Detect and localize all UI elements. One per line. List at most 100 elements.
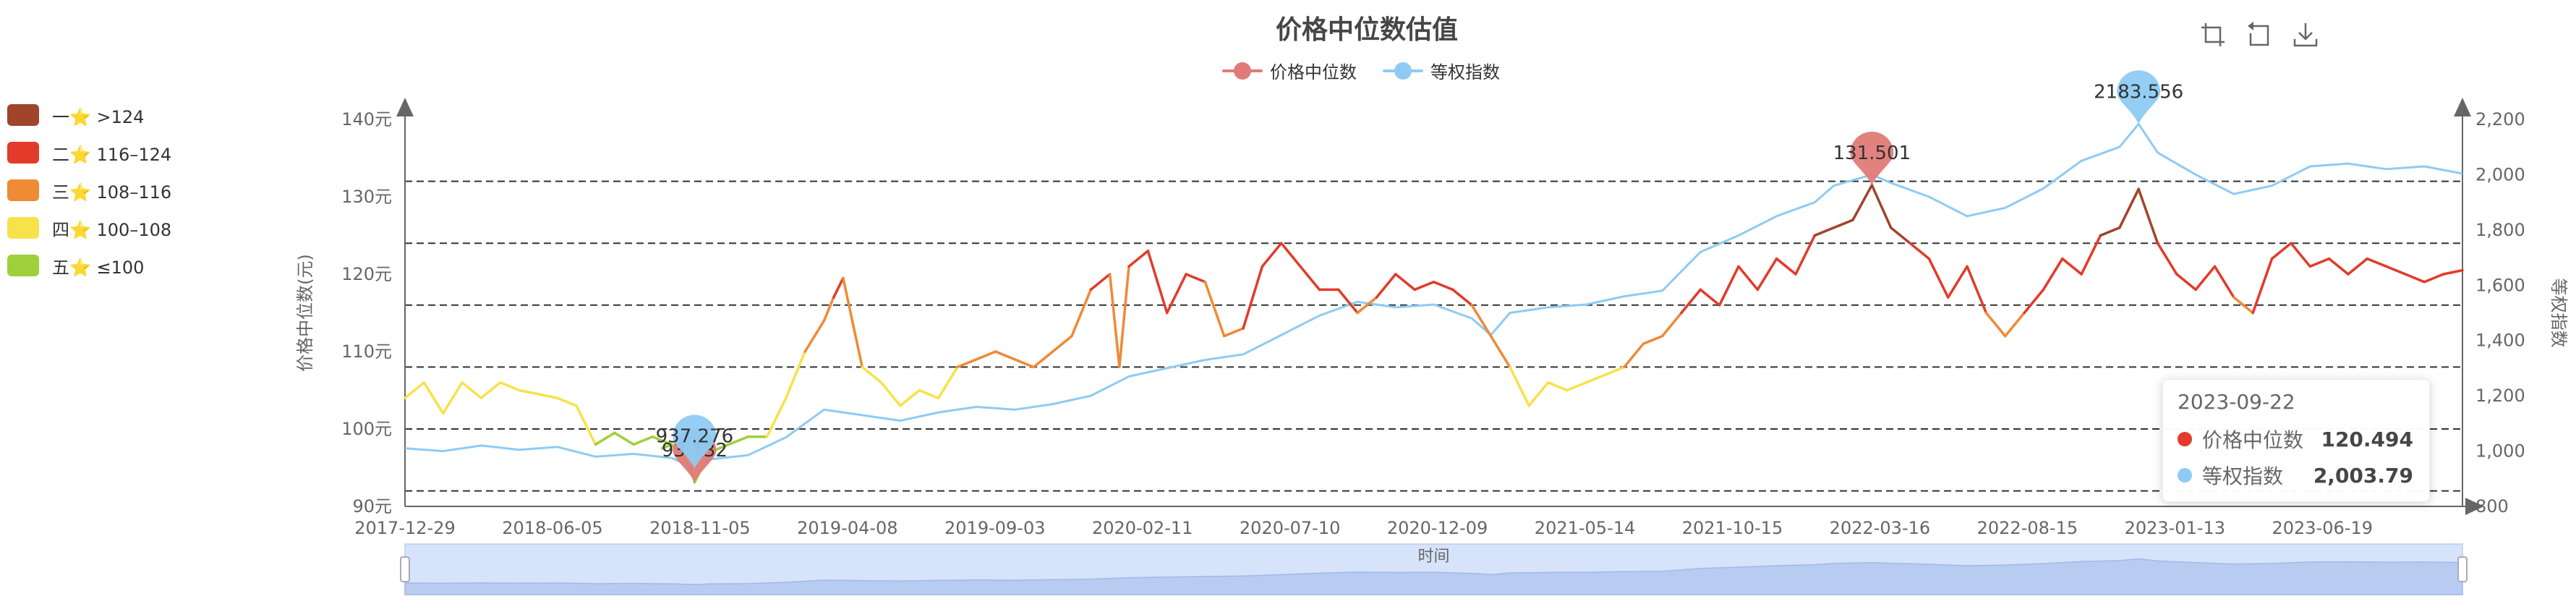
series-segment-price-median — [1566, 381, 1587, 392]
series-segment-price-median — [1356, 296, 1378, 315]
tooltip-series-name: 价格中位数 — [2202, 428, 2304, 452]
series-segment-price-median — [2404, 273, 2426, 284]
x-tick-label: 2022-08-15 — [1977, 518, 2078, 538]
y-tick-label: 90元 — [352, 496, 392, 517]
series-segment-price-median — [2099, 226, 2121, 237]
series-segment-price-median — [1527, 381, 1550, 407]
series-segment-price-median — [728, 435, 749, 446]
series-segment-price-median — [1660, 311, 1683, 338]
series-segment-price-median — [2232, 296, 2254, 315]
series-segment-price-median — [2213, 265, 2235, 299]
series-segment-price-median — [1775, 257, 1797, 276]
series-segment-price-median — [1051, 334, 1073, 353]
series-segment-price-median — [2137, 187, 2159, 245]
series-segment-price-median — [1375, 273, 1397, 299]
series-segment-price-median — [2423, 273, 2445, 284]
tooltip-date: 2023-09-22 — [2178, 390, 2295, 414]
zoom-select-icon[interactable] — [2198, 20, 2227, 49]
series-segment-price-median — [1794, 234, 1817, 276]
series-segment-price-median — [765, 396, 788, 438]
series-segment-price-median — [1870, 184, 1893, 229]
series-segment-price-median — [975, 350, 997, 361]
visual-map-item[interactable]: 二⭐ 116–124 — [7, 134, 171, 171]
series-segment-price-median — [1451, 288, 1473, 307]
series-segment-price-median — [861, 365, 883, 384]
series-segment-price-median — [899, 388, 921, 407]
visual-map-item[interactable]: 一⭐ >124 — [7, 96, 171, 134]
series-segment-price-median — [2023, 288, 2045, 315]
visual-map-label: 二⭐ 116–124 — [52, 144, 172, 165]
series-segment-price-median — [994, 350, 1016, 361]
series-segment-price-median — [1013, 357, 1036, 369]
y-tick-label: 140元 — [341, 109, 392, 129]
series-segment-price-median — [1127, 250, 1150, 268]
series-segment-price-median — [2347, 257, 2369, 276]
mark-point-label: 937.276 — [656, 426, 734, 448]
series-segment-price-median — [1813, 226, 1835, 237]
y-axis-left-arrow — [396, 98, 414, 116]
series-segment-price-median — [1851, 184, 1874, 221]
series-segment-price-median — [441, 381, 464, 415]
save-image-icon[interactable] — [2291, 20, 2320, 49]
x-tick-label: 2019-04-08 — [797, 518, 897, 538]
series-segment-price-median — [2270, 242, 2293, 260]
visual-map-item[interactable]: 五⭐ ≤100 — [7, 247, 171, 284]
y2-tick-label: 1,600 — [2475, 275, 2525, 295]
series-segment-price-median — [518, 388, 540, 396]
series-segment-price-median — [1432, 280, 1454, 292]
visual-map-swatch — [7, 255, 39, 276]
series-segment-price-median — [1394, 273, 1416, 292]
legend-item-price-median[interactable]: 价格中位数 — [1222, 58, 1357, 83]
y2-tick-label: 2,000 — [2475, 164, 2525, 184]
series-segment-price-median — [1089, 273, 1112, 292]
series-segment-price-median — [537, 393, 559, 399]
y-axis-title: 价格中位数(元) — [295, 254, 315, 372]
series-segment-price-median — [1585, 373, 1607, 384]
series-segment-price-median — [785, 350, 806, 399]
series-legend: 价格中位数 等权指数 — [1222, 58, 1526, 83]
series-segment-price-median — [879, 381, 902, 407]
y-tick-label: 120元 — [341, 264, 392, 284]
series-segment-price-median — [1603, 365, 1626, 376]
datazoom-selection — [405, 544, 2462, 595]
series-segment-price-median — [1242, 265, 1264, 330]
tooltip-row: 等权指数 2,003.79 — [2178, 461, 2413, 490]
tooltip-series-name: 等权指数 — [2202, 464, 2284, 488]
legend-label: 等权指数 — [1430, 62, 1500, 82]
mark-point-pin — [2117, 70, 2161, 124]
y2-tick-label: 800 — [2475, 496, 2509, 517]
series-segment-price-median — [1680, 288, 1702, 315]
series-segment-price-median — [1947, 265, 1969, 299]
visual-map-swatch — [7, 142, 39, 163]
x-tick-label: 2020-07-10 — [1240, 518, 1340, 538]
series-segment-price-median — [2080, 234, 2102, 276]
visual-map-item[interactable]: 三⭐ 108–116 — [7, 171, 171, 209]
mark-point-label: 131.501 — [1833, 143, 1911, 164]
series-segment-price-median — [832, 276, 845, 299]
series-segment-price-median — [1280, 242, 1302, 268]
legend-item-equal-weight-index[interactable]: 等权指数 — [1383, 58, 1500, 83]
series-segment-price-median — [498, 381, 521, 392]
series-segment-price-median — [555, 396, 578, 407]
series-segment-price-median — [2366, 257, 2388, 268]
series-segment-price-median — [1118, 265, 1130, 369]
visual-map-legend: 一⭐ >124 二⭐ 116–124 三⭐ 108–116 四⭐ 100–108… — [7, 96, 171, 284]
series-segment-price-median — [1489, 334, 1511, 369]
x-tick-label: 2017-12-29 — [354, 518, 455, 538]
visual-map-swatch — [7, 217, 39, 239]
toolbox — [2198, 20, 2337, 49]
datazoom-label: 时间 — [1417, 548, 1449, 566]
visual-map-swatch — [7, 179, 39, 201]
series-segment-price-median — [613, 431, 635, 446]
visual-map-item[interactable]: 四⭐ 100–108 — [7, 209, 171, 247]
y2-tick-label: 2,200 — [2475, 109, 2525, 129]
series-segment-price-median — [918, 388, 940, 399]
series-segment-price-median — [422, 381, 445, 415]
zoom-reset-icon[interactable] — [2245, 20, 2274, 49]
series-segment-price-median — [2175, 273, 2197, 292]
tooltip-dot — [2178, 432, 2192, 446]
legend-marker-equal-weight-index — [1383, 61, 1423, 80]
datazoom-handle-left — [400, 556, 410, 582]
series-segment-price-median — [2118, 187, 2140, 229]
